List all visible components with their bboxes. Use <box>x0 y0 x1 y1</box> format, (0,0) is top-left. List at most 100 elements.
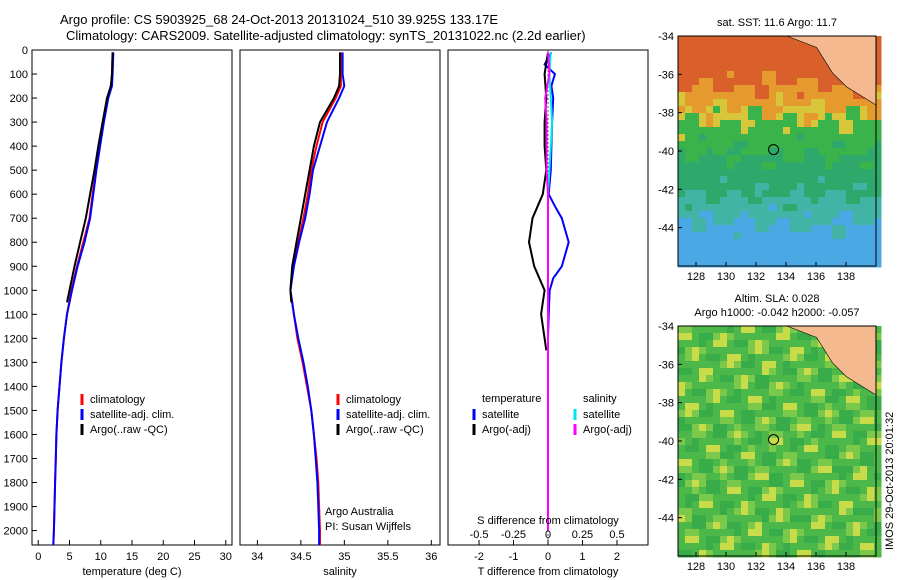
x-tick-label: 34 <box>251 551 263 563</box>
map-x-tick-label: 136 <box>807 271 825 283</box>
map-x-tick-label: 128 <box>687 271 705 283</box>
map-cell <box>839 106 847 114</box>
map-cell <box>706 134 714 142</box>
map-cell <box>874 113 882 121</box>
depth-tick-label: 400 <box>10 141 28 153</box>
map-cell <box>783 340 791 348</box>
map-cell <box>783 382 791 390</box>
map-cell <box>734 375 742 383</box>
map-cell <box>699 410 707 418</box>
map-cell <box>825 113 833 121</box>
map-cell <box>741 169 749 177</box>
map-cell <box>748 197 756 205</box>
map-cell <box>867 246 875 254</box>
top-tick-label: 0.5 <box>609 529 624 541</box>
map-cell <box>783 183 791 191</box>
map-cell <box>853 197 861 205</box>
map-cell <box>734 417 742 425</box>
map-cell <box>713 106 721 114</box>
map-cell <box>720 501 728 509</box>
map-cell <box>769 260 777 268</box>
map-cell <box>818 64 826 72</box>
map-cell <box>818 550 826 558</box>
map-cell <box>776 382 784 390</box>
map-cell <box>853 382 861 390</box>
map-cell <box>678 368 686 376</box>
map-cell <box>692 473 700 481</box>
map-cell <box>706 260 714 268</box>
map-cell <box>755 99 763 107</box>
map-cell <box>860 246 868 254</box>
map-cell <box>762 71 770 79</box>
map-cell <box>699 354 707 362</box>
map-cell <box>755 106 763 114</box>
map-cell <box>713 204 721 212</box>
map-cell <box>797 417 805 425</box>
map-cell <box>804 438 812 446</box>
map-cell <box>818 508 826 516</box>
map-cell <box>825 176 833 184</box>
map-cell <box>860 148 868 156</box>
map-cell <box>678 410 686 418</box>
map-cell <box>748 410 756 418</box>
map-cell <box>762 260 770 268</box>
map-cell <box>727 529 735 537</box>
map-cell <box>867 141 875 149</box>
map-cell <box>713 211 721 219</box>
map-cell <box>839 529 847 537</box>
map-cell <box>874 43 882 51</box>
map-cell <box>741 218 749 226</box>
map-cell <box>797 260 805 268</box>
map-cell <box>685 543 693 551</box>
map-cell <box>797 85 805 93</box>
map-cell <box>804 211 812 219</box>
map-cell <box>713 487 721 495</box>
map-cell <box>713 466 721 474</box>
map-cell <box>776 64 784 72</box>
map-cell <box>783 508 791 516</box>
map-cell <box>727 466 735 474</box>
map-cell <box>699 78 707 86</box>
map-cell <box>860 501 868 509</box>
x-tick-label: 10 <box>95 551 107 563</box>
map-cell <box>860 183 868 191</box>
map-cell <box>713 529 721 537</box>
map-cell <box>790 225 798 233</box>
map-cell <box>811 494 819 502</box>
map-cell <box>811 127 819 135</box>
map-cell <box>797 155 805 163</box>
map-cell <box>678 162 686 170</box>
map-cell <box>692 99 700 107</box>
map-cell <box>790 36 798 44</box>
map-cell <box>818 106 826 114</box>
map-cell <box>755 155 763 163</box>
map-cell <box>741 36 749 44</box>
map-cell <box>734 169 742 177</box>
map-cell <box>790 326 798 334</box>
map-cell <box>678 424 686 432</box>
map-cell <box>839 85 847 93</box>
map-cell <box>874 92 882 100</box>
map-y-tick-label: -34 <box>658 321 674 333</box>
map-cell <box>818 148 826 156</box>
map-cell <box>734 396 742 404</box>
map-cell <box>741 43 749 51</box>
map-cell <box>846 550 854 558</box>
map-cell <box>874 340 882 348</box>
map-cell <box>741 354 749 362</box>
map-cell <box>734 438 742 446</box>
map-cell <box>755 120 763 128</box>
map-cell <box>825 260 833 268</box>
map-cell <box>713 347 721 355</box>
map-cell <box>685 536 693 544</box>
map-cell <box>720 389 728 397</box>
map-cell <box>769 389 777 397</box>
map-cell <box>692 508 700 516</box>
map-cell <box>734 522 742 530</box>
map-cell <box>748 78 756 86</box>
map-cell <box>734 113 742 121</box>
map-cell <box>846 445 854 453</box>
map-cell <box>692 253 700 261</box>
map-cell <box>734 452 742 460</box>
map-cell <box>832 113 840 121</box>
